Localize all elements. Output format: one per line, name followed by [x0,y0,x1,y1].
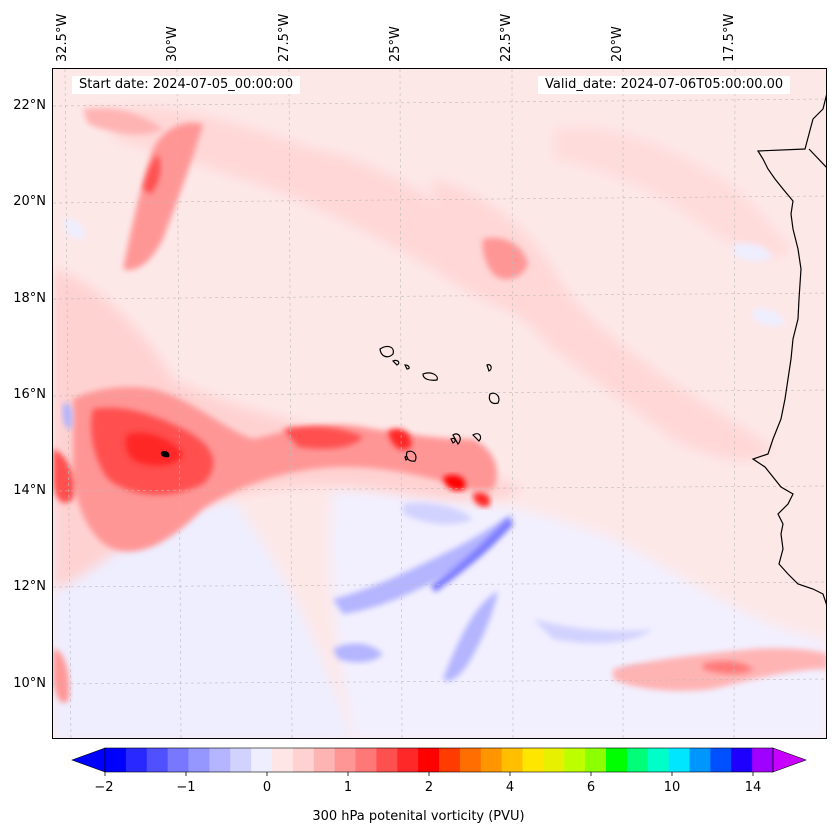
graticule [53,69,826,738]
lat-label: 22°N [13,98,46,113]
colorbar-cell [418,748,440,772]
colorbar-cell [501,748,524,772]
lon-label: 22.5°W [499,13,514,62]
lon-label: 30°W [165,26,180,62]
lon-label: 20°W [610,26,625,62]
start-date-label: Start date: 2024-07-05_00:00:00 [72,76,301,94]
colorbar-cell [105,748,127,772]
colorbar-cell [459,748,482,772]
lon-label: 17.5°W [722,13,737,62]
colorbar-cell [668,748,691,772]
colorbar-tick-label: 14 [744,780,762,795]
colorbar-cell [313,748,336,772]
lon-label: 32.5°W [55,13,70,62]
colorbar-cell [230,748,252,772]
colorbar-cell [731,748,753,772]
lon-label: 25°W [388,26,403,62]
colorbar-cell [710,748,732,772]
colorbar-tick-label: 2 [424,780,434,795]
colorbar-cell [626,748,649,772]
map-panel [52,68,827,739]
colorbar-cell [689,748,711,772]
colorbar-cell [543,748,565,772]
lat-label: 14°N [13,483,46,498]
lon-label: 27.5°W [277,13,292,62]
lat-label: 10°N [13,676,46,691]
colorbar-extend-low [71,747,106,773]
coastline [751,94,826,605]
colorbar-tick-label: 1 [343,780,353,795]
colorbar-cell [272,748,294,772]
colorbar-cell [188,748,210,772]
colorbar-cell [480,748,503,772]
colorbar-cell [292,748,315,772]
colorbar-cell [752,748,774,772]
colorbar-tick-label: 10 [663,780,681,795]
lat-label: 20°N [13,194,46,209]
colorbar-cell [439,748,461,772]
pv-field [53,69,826,738]
colorbar [71,747,807,776]
lat-label: 12°N [13,579,46,594]
colorbar-title: 300 hPa potenital vorticity (PVU) [312,809,525,824]
valid-date-label: Valid_date: 2024-07-06T05:00:00.00 [538,76,791,94]
colorbar-cell [376,748,398,772]
colorbar-outline [104,747,774,773]
colorbar-cell [585,748,607,772]
colorbar-tick-label: 0 [262,780,272,795]
lat-label: 18°N [13,291,46,306]
cape-verde-islands [379,345,500,462]
lat-label: 16°N [13,387,46,402]
colorbar-tick-label: −1 [176,780,196,795]
colorbar-extend-high [772,747,807,773]
colorbar-tick-label: −2 [94,780,114,795]
colorbar-cell [355,748,377,772]
colorbar-cell [209,748,231,772]
colorbar-cell [125,748,148,772]
colorbar-cell [397,748,419,772]
colorbar-cell [167,748,190,772]
colorbar-cell [564,748,586,772]
colorbar-cell [647,748,670,772]
colorbar-cell [251,748,273,772]
colorbar-cell [334,748,357,772]
colorbar-tick-label: 4 [505,780,515,795]
colorbar-tick-label: 6 [586,780,596,795]
colorbar-cell [146,748,169,772]
colorbar-cell [606,748,628,772]
colorbar-cell [522,748,544,772]
